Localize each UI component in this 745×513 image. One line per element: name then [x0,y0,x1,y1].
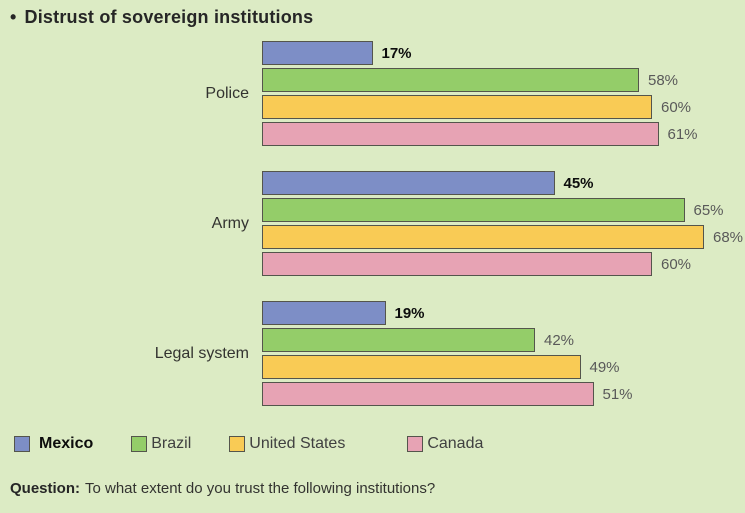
bar-legal-system-mexico [262,301,386,325]
bar-police-brazil [262,68,639,92]
bar-row-army-mexico: 45% [262,171,745,195]
bar-stack-legal-system: 19% 42% 49% 51% [262,301,745,406]
bar-legal-system-brazil [262,328,535,352]
value-label-police-mexico: 17% [381,44,412,62]
bar-row-army-brazil: 65% [262,198,745,222]
bar-row-legal-system-canada: 51% [262,382,745,406]
bar-stack-police: 17% 58% 60% 61% [262,41,745,146]
legend-label-brazil: Brazil [151,435,192,452]
chart-title-text: Distrust of sovereign institutions [24,7,314,27]
bar-stack-army: 45% 65% 68% 60% [262,171,745,276]
legend-swatch-brazil-icon [131,436,148,452]
bar-army-united-states [262,225,704,249]
value-label-legal-system-mexico: 19% [394,304,425,322]
bar-row-army-canada: 60% [262,252,745,276]
value-label-police-brazil: 58% [648,71,679,89]
value-label-legal-system-united-states: 49% [589,358,620,376]
bar-army-brazil [262,198,685,222]
value-label-legal-system-brazil: 42% [544,331,575,349]
bar-row-army-united-states: 68% [262,225,745,249]
bar-army-canada [262,252,652,276]
bar-police-united-states [262,95,652,119]
value-label-army-united-states: 68% [713,228,744,246]
bar-row-legal-system-brazil: 42% [262,328,745,352]
bar-chart: Police 17% 58% 60% 61% Army 45% 65% 68% 60% Legal … [0,41,745,406]
legend-item-mexico: Mexico [14,435,93,453]
value-label-police-canada: 61% [667,125,698,143]
value-label-legal-system-canada: 51% [602,385,633,403]
legend-swatch-united-states-icon [229,436,246,452]
bar-row-legal-system-mexico: 19% [262,301,745,325]
question-text: To what extent do you trust the followin… [85,480,436,497]
bar-police-mexico [262,41,373,65]
value-label-army-mexico: 45% [563,174,594,192]
legend-label-united-states: United States [249,435,346,452]
bar-group-army: Army 45% 65% 68% 60% [0,171,745,276]
bar-group-police: Police 17% 58% 60% 61% [0,41,745,146]
bar-row-police-united-states: 60% [262,95,745,119]
category-label-legal-system: Legal system [154,344,249,362]
value-label-police-united-states: 60% [661,98,692,116]
legend-item-brazil: Brazil [131,435,191,453]
value-label-army-canada: 60% [661,255,692,273]
category-label-army: Army [211,214,249,232]
category-label-police: Police [205,84,249,102]
question-line: Question: To what extent do you trust the… [10,480,745,497]
title-bullet-icon: • [10,7,17,27]
legend-swatch-canada-icon [407,436,424,452]
bar-legal-system-united-states [262,355,581,379]
bar-row-police-brazil: 58% [262,68,745,92]
legend-item-united-states: United States [229,435,345,453]
bar-row-police-mexico: 17% [262,41,745,65]
legend-item-canada: Canada [407,435,483,453]
legend-label-canada: Canada [427,435,484,452]
bar-row-legal-system-united-states: 49% [262,355,745,379]
value-label-army-brazil: 65% [693,201,724,219]
bar-row-police-canada: 61% [262,122,745,146]
bar-group-legal-system: Legal system 19% 42% 49% 51% [0,301,745,406]
legend-swatch-mexico-icon [14,436,30,452]
bar-police-canada [262,122,659,146]
chart-legend: Mexico Brazil United States Canada [14,435,745,453]
bar-legal-system-canada [262,382,594,406]
bar-army-mexico [262,171,555,195]
question-label: Question: [10,480,80,497]
legend-label-mexico: Mexico [39,435,94,452]
chart-title: • Distrust of sovereign institutions [0,0,745,28]
